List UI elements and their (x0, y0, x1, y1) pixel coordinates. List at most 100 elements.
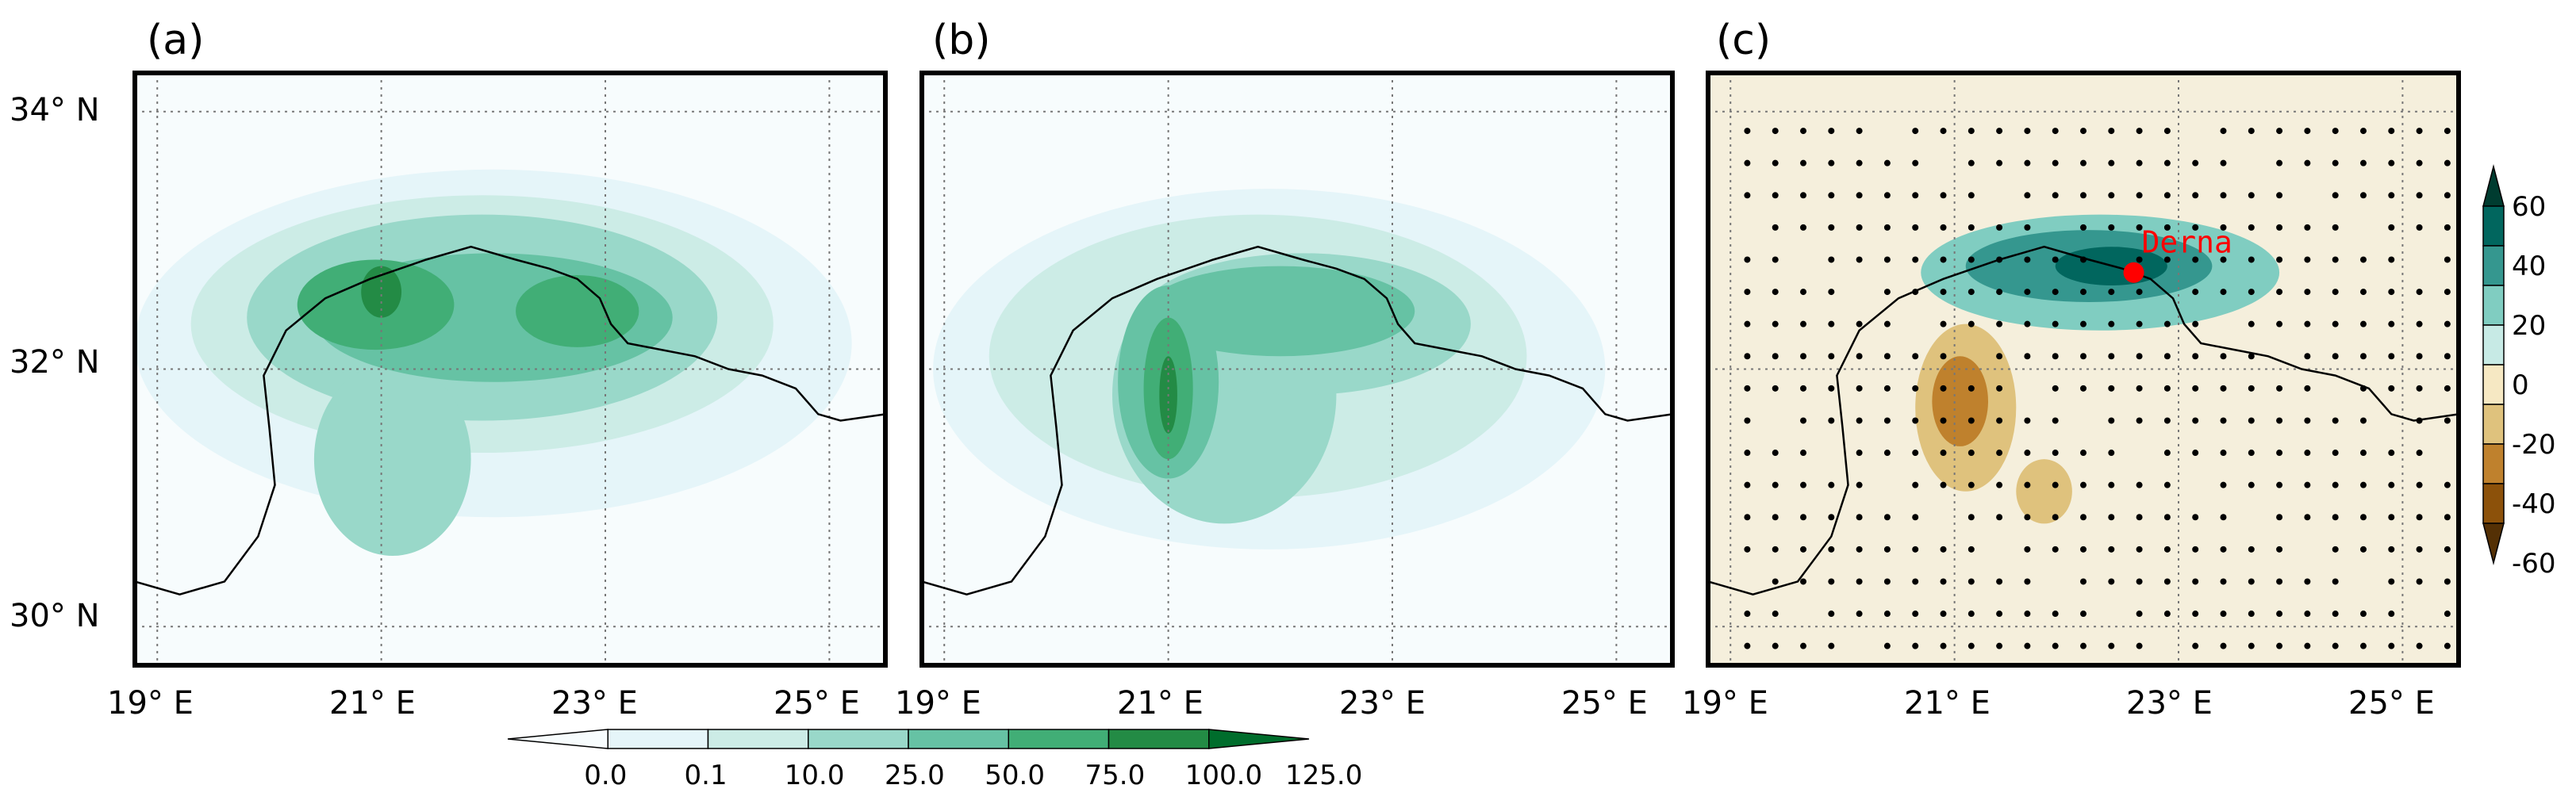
map-background (1708, 73, 2459, 665)
significance-dot (2359, 192, 2367, 199)
significance-dot (2163, 128, 2171, 135)
significance-dot (1800, 417, 1807, 424)
significance-dot (2136, 546, 2143, 553)
significance-dot (2444, 578, 2451, 585)
significance-dot (2388, 578, 2395, 585)
significance-dot (2080, 611, 2087, 618)
significance-dot (2136, 320, 2143, 327)
significance-dot (1744, 417, 1751, 424)
significance-dot (2416, 224, 2423, 231)
significance-dot (2276, 192, 2283, 199)
significance-dot (2248, 256, 2255, 263)
significance-dot (2304, 578, 2311, 585)
significance-dot (2080, 481, 2087, 488)
significance-dot (1772, 481, 1779, 488)
significance-dot (2332, 450, 2339, 457)
significance-dot (2192, 514, 2199, 521)
significance-dot (2332, 256, 2339, 263)
significance-dot (1883, 320, 1891, 327)
significance-dot (2024, 514, 2031, 521)
significance-dot (1800, 385, 1807, 392)
significance-dot (2248, 128, 2255, 135)
significance-dot (2304, 289, 2311, 296)
significance-dot (1744, 320, 1751, 327)
panel-a-map (135, 73, 885, 665)
significance-dot (2136, 353, 2143, 360)
significance-dot (1828, 289, 1835, 296)
significance-dot (2080, 320, 2087, 327)
significance-dot (2359, 417, 2367, 424)
significance-dot (2416, 578, 2423, 585)
significance-dot (1856, 224, 1863, 231)
significance-dot (2332, 417, 2339, 424)
significance-dot (2388, 256, 2395, 263)
significance-dot (1772, 320, 1779, 327)
significance-dot (2332, 481, 2339, 488)
significance-dot (2332, 514, 2339, 521)
significance-dot (2080, 514, 2087, 521)
significance-dot (2024, 546, 2031, 553)
significance-dot (1828, 481, 1835, 488)
colorbar-tick-label: -60 (2512, 548, 2556, 580)
colorbar-segment (1208, 729, 1310, 749)
significance-dot (2192, 578, 2199, 585)
significance-dot (2220, 546, 2227, 553)
colorbar-tick-label: 25.0 (885, 760, 945, 791)
significance-dot (2444, 642, 2451, 649)
significance-dot (2192, 353, 2199, 360)
significance-dot (2416, 353, 2423, 360)
significance-dot (2024, 578, 2031, 585)
significance-dot (1912, 611, 1919, 618)
significance-dot (1883, 611, 1891, 618)
significance-dot (1968, 417, 1975, 424)
significance-dot (2192, 320, 2199, 327)
significance-dot (2304, 128, 2311, 135)
significance-dot (2388, 192, 2395, 199)
colorbar-segment (2482, 205, 2505, 247)
significance-dot (2052, 385, 2059, 392)
significance-dot (1800, 320, 1807, 327)
significance-dot (2388, 353, 2395, 360)
coastline (1708, 245, 2459, 596)
x-tick-label: 21° E (1904, 685, 1991, 722)
significance-dot (2192, 417, 2199, 424)
significance-dot (2444, 353, 2451, 360)
significance-dot (2108, 450, 2115, 457)
significance-dot (2024, 353, 2031, 360)
derna-marker (2123, 262, 2144, 283)
significance-dot (2163, 256, 2171, 263)
significance-dot (2416, 450, 2423, 457)
colorbar-segment (1008, 729, 1110, 749)
x-tick-label: 19° E (895, 685, 981, 722)
significance-dot (1800, 128, 1807, 135)
significance-dot (2080, 450, 2087, 457)
significance-dot (1856, 450, 1863, 457)
significance-dot (1828, 385, 1835, 392)
significance-dot (2024, 320, 2031, 327)
significance-dot (2192, 256, 2199, 263)
panel-b-frame (919, 71, 1675, 668)
significance-dot (2192, 224, 2199, 231)
significance-dot (1940, 128, 1947, 135)
significance-dot (2163, 514, 2171, 521)
significance-dot (2052, 320, 2059, 327)
colorbar-tick-label: -40 (2512, 488, 2556, 520)
contour-region (1146, 266, 1415, 357)
significance-dot (1968, 450, 1975, 457)
significance-dot (2052, 289, 2059, 296)
significance-dot (1744, 481, 1751, 488)
significance-dot (2444, 546, 2451, 553)
significance-dot (2359, 289, 2367, 296)
significance-dot (1996, 578, 2003, 585)
significance-dot (2163, 320, 2171, 327)
colorbar-segment (1108, 729, 1210, 749)
significance-dot (1772, 353, 1779, 360)
colorbar-tick-label: 0 (2512, 369, 2529, 401)
significance-dot (2388, 546, 2395, 553)
significance-dot (1772, 128, 1779, 135)
significance-dot (2163, 546, 2171, 553)
significance-dot (2192, 546, 2199, 553)
significance-dot (1996, 514, 2003, 521)
significance-dot (2416, 192, 2423, 199)
